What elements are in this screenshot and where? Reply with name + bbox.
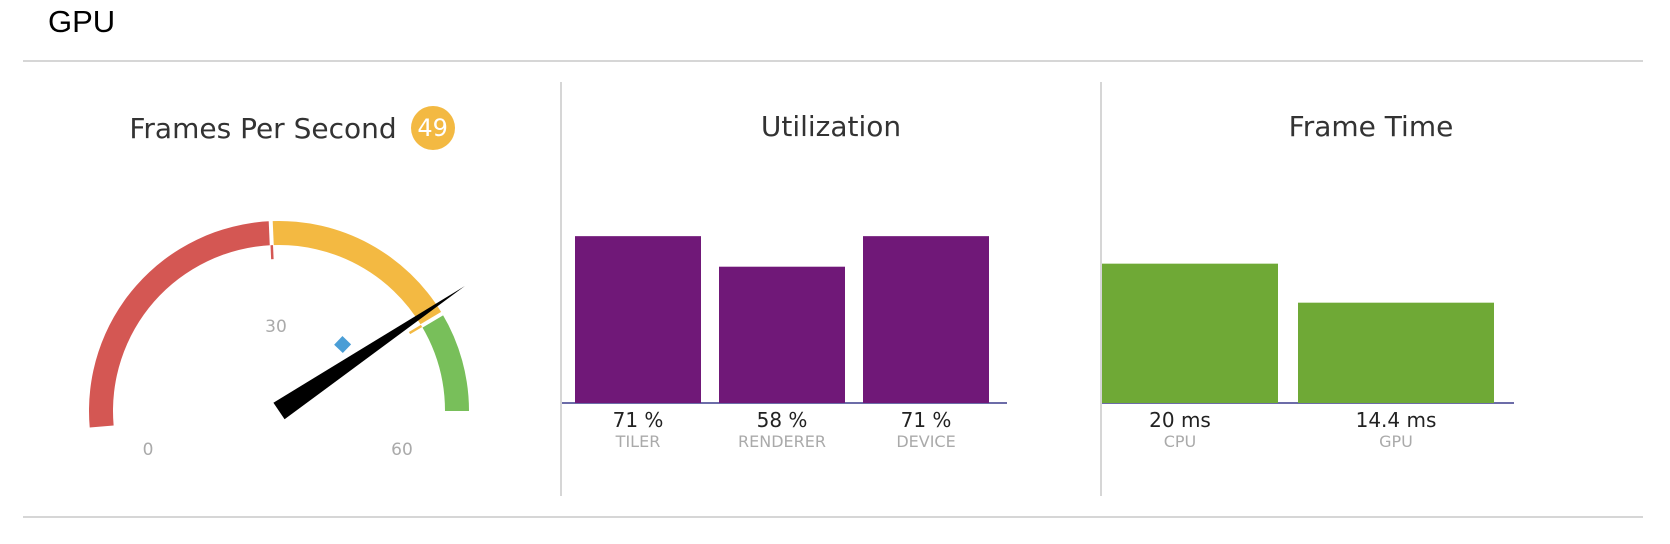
- bar-value-label: 71 %: [901, 408, 952, 432]
- gauge-marker: [334, 336, 352, 354]
- bar-value-label: 14.4 ms: [1356, 408, 1437, 432]
- chart-bar: [1298, 302, 1494, 403]
- panel-separator: [1100, 82, 1102, 496]
- bar-category-label: TILER: [615, 432, 661, 451]
- chart-bar: [1102, 263, 1278, 403]
- panel-separator: [560, 82, 562, 496]
- fps-gauge: 0 30 60: [88, 217, 470, 460]
- bar-category-label: DEVICE: [896, 432, 955, 451]
- fps-header: Frames Per Second 49: [23, 106, 561, 150]
- bar-category-label: GPU: [1379, 432, 1413, 451]
- gauge-segment: [421, 313, 470, 411]
- gauge-gap: [417, 309, 447, 330]
- chart-bar: [575, 236, 701, 403]
- bar-value-label: 71 %: [613, 408, 664, 432]
- utilization-panel: Utilization 71 % TILER 58 % RENDERER 71 % DEV…: [562, 62, 1100, 516]
- header-divider: [23, 60, 1643, 62]
- fps-value-badge: 49: [410, 106, 455, 150]
- chart-bar: [863, 236, 989, 403]
- fps-panel: Frames Per Second 49 0 30 60: [23, 62, 561, 516]
- gauge-segment: [88, 221, 272, 428]
- page-title: GPU: [48, 4, 116, 39]
- footer-divider: [23, 516, 1643, 518]
- gauge-threshold-tick: [408, 324, 423, 335]
- gauge-threshold-tick: [270, 245, 274, 260]
- gauge-needle: [273, 286, 465, 420]
- gauge-tick-label: 0: [143, 440, 154, 460]
- bar-value-label: 58 %: [757, 408, 808, 432]
- bar-category-label: RENDERER: [738, 432, 826, 451]
- fps-title: Frames Per Second: [129, 111, 397, 145]
- gauge-tick-label: 60: [391, 440, 413, 460]
- frame-time-panel: Frame Time 20 ms CPU 14.4 ms GPU: [1102, 62, 1640, 516]
- gauge-segment: [270, 221, 443, 326]
- bar-value-label: 20 ms: [1149, 408, 1211, 432]
- bar-category-label: CPU: [1164, 432, 1197, 451]
- chart-bar: [719, 266, 845, 403]
- gauge-tick-label: 30: [265, 317, 287, 337]
- gauge-gap: [268, 217, 274, 250]
- utilization-title: Utilization: [760, 110, 902, 143]
- frame-time-title: Frame Time: [1288, 110, 1454, 143]
